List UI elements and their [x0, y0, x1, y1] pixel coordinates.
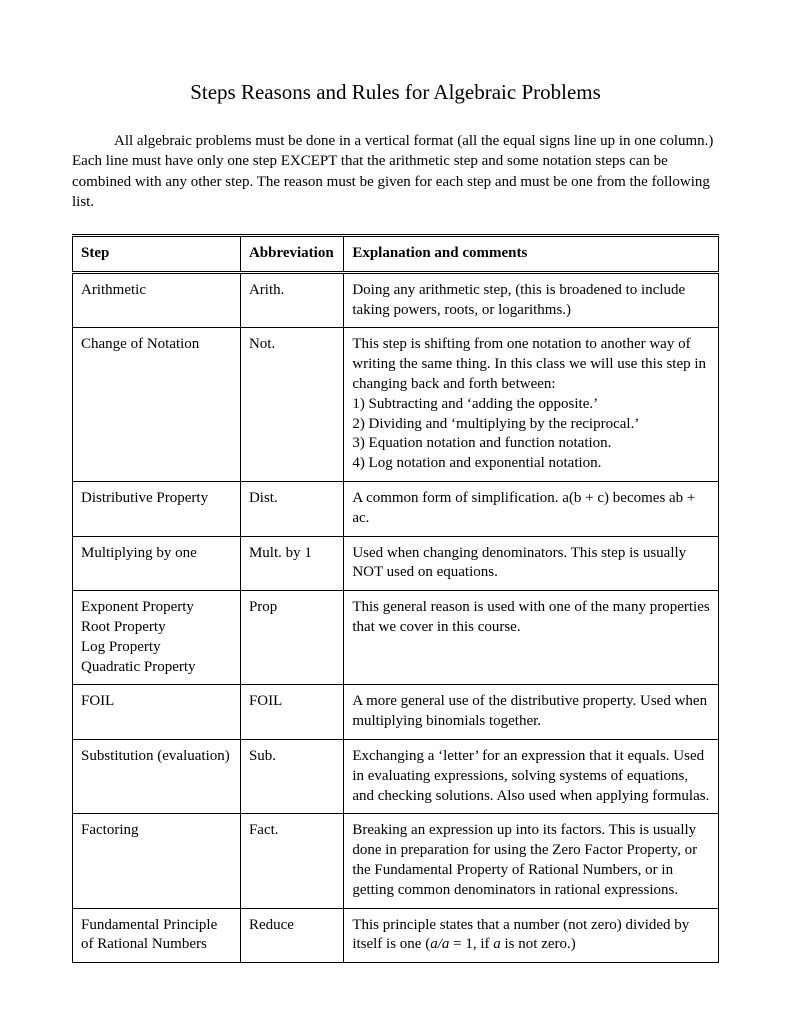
col-header-step: Step [73, 236, 241, 273]
cell-abbr: Prop [240, 591, 343, 685]
cell-step: Change of Notation [73, 328, 241, 482]
table-row: Change of NotationNot.This step is shift… [73, 328, 719, 482]
cell-explanation: This general reason is used with one of … [344, 591, 719, 685]
table-row: Fundamental Principle of Rational Number… [73, 908, 719, 963]
table-row: FactoringFact.Breaking an expression up … [73, 814, 719, 908]
cell-explanation: A more general use of the distributive p… [344, 685, 719, 740]
cell-explanation: This step is shifting from one notation … [344, 328, 719, 482]
page: Steps Reasons and Rules for Algebraic Pr… [0, 0, 791, 1024]
cell-explanation: A common form of simplification. a(b + c… [344, 481, 719, 536]
cell-abbr: Fact. [240, 814, 343, 908]
intro-paragraph: All algebraic problems must be done in a… [72, 131, 719, 212]
cell-step: Substitution (evaluation) [73, 739, 241, 813]
cell-abbr: Arith. [240, 272, 343, 328]
cell-step: Fundamental Principle of Rational Number… [73, 908, 241, 963]
cell-abbr: Dist. [240, 481, 343, 536]
cell-abbr: Not. [240, 328, 343, 482]
cell-abbr: Sub. [240, 739, 343, 813]
cell-explanation: Exchanging a ‘letter’ for an expression … [344, 739, 719, 813]
table-row: Substitution (evaluation)Sub.Exchanging … [73, 739, 719, 813]
cell-abbr: FOIL [240, 685, 343, 740]
rules-table: Step Abbreviation Explanation and commen… [72, 234, 719, 963]
table-row: FOILFOILA more general use of the distri… [73, 685, 719, 740]
cell-step: Factoring [73, 814, 241, 908]
table-row: Multiplying by oneMult. by 1Used when ch… [73, 536, 719, 591]
table-body: ArithmeticArith.Doing any arithmetic ste… [73, 272, 719, 962]
cell-step: Exponent PropertyRoot PropertyLog Proper… [73, 591, 241, 685]
cell-explanation: Doing any arithmetic step, (this is broa… [344, 272, 719, 328]
table-row: Distributive PropertyDist.A common form … [73, 481, 719, 536]
table-row: ArithmeticArith.Doing any arithmetic ste… [73, 272, 719, 328]
cell-abbr: Mult. by 1 [240, 536, 343, 591]
col-header-expl: Explanation and comments [344, 236, 719, 273]
cell-explanation: This principle states that a number (not… [344, 908, 719, 963]
cell-step: FOIL [73, 685, 241, 740]
cell-explanation: Breaking an expression up into its facto… [344, 814, 719, 908]
cell-step: Multiplying by one [73, 536, 241, 591]
cell-step: Distributive Property [73, 481, 241, 536]
cell-abbr: Reduce [240, 908, 343, 963]
table-row: Exponent PropertyRoot PropertyLog Proper… [73, 591, 719, 685]
page-title: Steps Reasons and Rules for Algebraic Pr… [72, 80, 719, 105]
col-header-abbr: Abbreviation [240, 236, 343, 273]
table-header-row: Step Abbreviation Explanation and commen… [73, 236, 719, 273]
cell-step: Arithmetic [73, 272, 241, 328]
cell-explanation: Used when changing denominators. This st… [344, 536, 719, 591]
